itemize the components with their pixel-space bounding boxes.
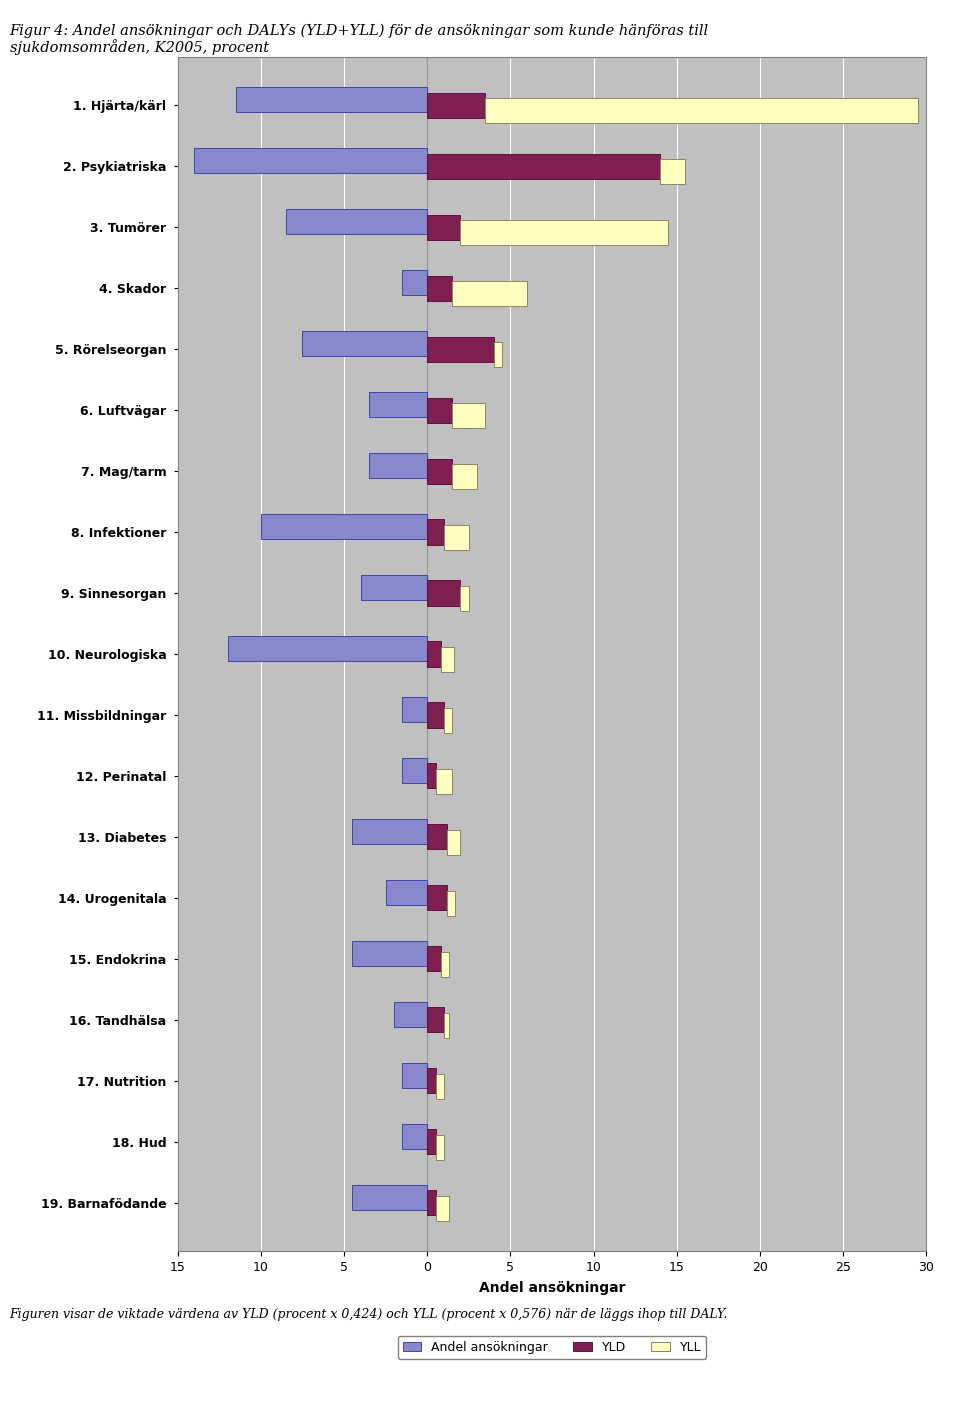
Bar (436, 1073, 444, 1099)
Bar (402, 270, 427, 296)
Bar (261, 515, 427, 539)
Bar (427, 764, 436, 789)
Bar (436, 1134, 444, 1159)
Bar (452, 281, 527, 307)
Bar (427, 1007, 444, 1032)
Bar (402, 1063, 427, 1087)
Bar (369, 452, 427, 478)
Legend: Andel ansökningar, YLD, YLL: Andel ansökningar, YLD, YLL (397, 1336, 707, 1359)
Bar (302, 331, 427, 356)
Bar (444, 708, 452, 732)
Bar (436, 769, 452, 793)
Bar (386, 880, 427, 905)
Bar (228, 636, 427, 662)
Bar (427, 458, 452, 484)
Bar (452, 464, 477, 489)
Bar (427, 154, 660, 178)
Bar (427, 824, 447, 850)
Bar (427, 642, 441, 666)
Bar (286, 209, 427, 235)
Bar (493, 342, 502, 368)
Bar (352, 819, 427, 844)
Bar (352, 1185, 427, 1210)
Bar (427, 1068, 436, 1093)
Bar (427, 519, 444, 544)
Bar (427, 215, 461, 240)
Bar (461, 221, 668, 245)
Bar (441, 952, 449, 977)
Bar (427, 1130, 436, 1154)
Bar (369, 392, 427, 417)
Bar (452, 403, 486, 428)
Bar (427, 1191, 436, 1215)
Bar (402, 1124, 427, 1148)
Text: Figuren visar de viktade värdena av YLD (procent x 0,424) och YLL (procent x 0,5: Figuren visar de viktade värdena av YLD … (10, 1308, 728, 1321)
Bar (427, 580, 461, 605)
Text: Figur 4: Andel ansökningar och DALYs (YLD+YLL) för de ansökningar som kunde hänf: Figur 4: Andel ansökningar och DALYs (YL… (10, 24, 708, 38)
Bar (394, 1001, 427, 1027)
Bar (444, 525, 468, 550)
Bar (194, 148, 427, 174)
Bar (427, 397, 452, 423)
Bar (236, 88, 427, 113)
Bar (441, 646, 454, 672)
Bar (447, 891, 455, 916)
Bar (486, 98, 918, 123)
Bar (352, 940, 427, 966)
Bar (427, 337, 493, 362)
Text: sjukdomsområden, K2005, procent: sjukdomsområden, K2005, procent (10, 40, 269, 55)
Bar (427, 885, 447, 911)
Bar (402, 758, 427, 783)
Bar (660, 160, 685, 184)
Bar (361, 575, 427, 600)
Bar (444, 1012, 449, 1038)
Bar (427, 276, 452, 301)
Bar (427, 946, 441, 971)
Bar (447, 830, 461, 855)
Bar (436, 1195, 449, 1220)
X-axis label: Andel ansökningar: Andel ansökningar (479, 1281, 625, 1295)
Bar (427, 93, 486, 117)
Bar (427, 703, 444, 728)
Bar (402, 697, 427, 723)
Bar (461, 585, 468, 611)
